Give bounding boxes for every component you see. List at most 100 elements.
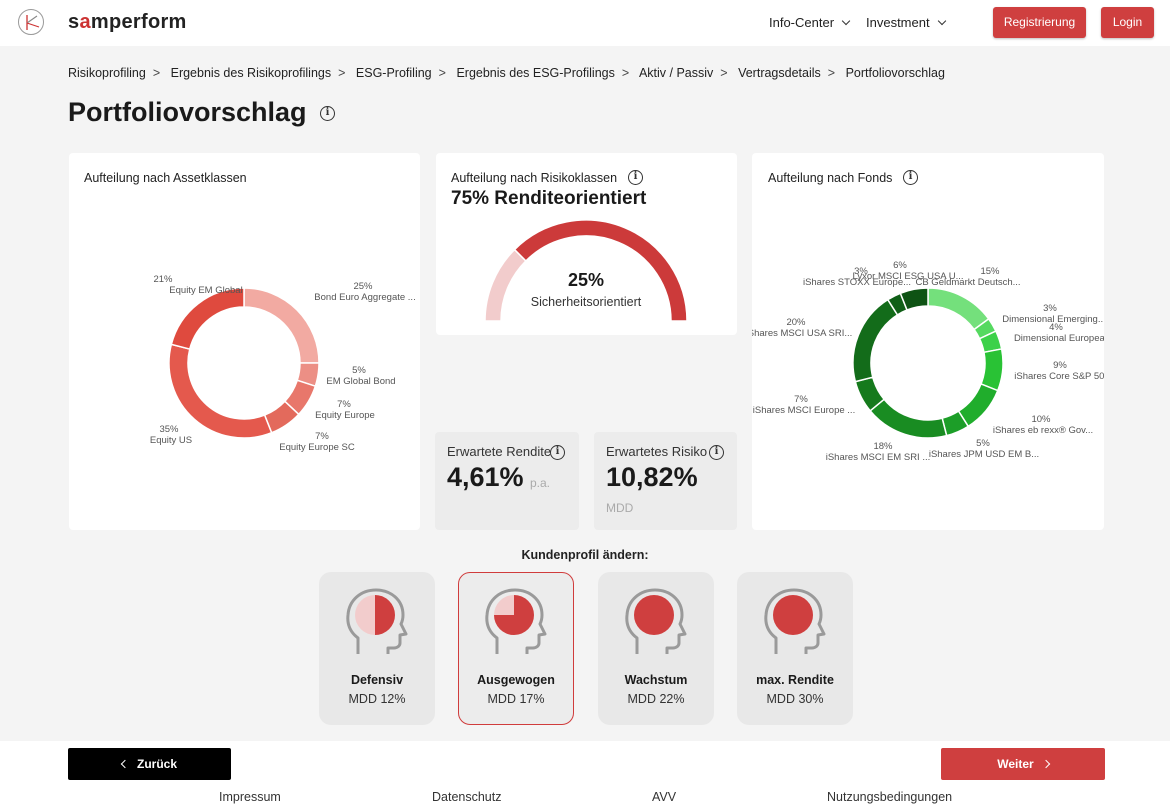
head-outline — [346, 588, 408, 654]
breadcrumb-separator: > — [438, 66, 446, 80]
brand-part: s — [68, 11, 80, 33]
page-title-text: Portfoliovorschlag — [68, 97, 307, 127]
donut-slice[interactable] — [980, 348, 1004, 392]
gauge-segment[interactable] — [513, 219, 688, 322]
info-icon[interactable]: i — [709, 445, 724, 460]
donut-slice[interactable] — [170, 287, 245, 350]
slice-percent-label: 10% — [1031, 414, 1051, 425]
footer-link-terms[interactable]: Nutzungsbedingungen — [827, 790, 953, 804]
info-icon[interactable]: i — [550, 445, 565, 460]
metric-value: 10,82% — [606, 462, 698, 492]
donut-slice[interactable] — [899, 287, 929, 311]
expected-risk-card: Erwartetes Risiko i 10,82% MDD — [594, 432, 737, 530]
metric-value: 4,61% — [447, 462, 524, 492]
footer-link-datenschutz[interactable]: Datenschutz — [432, 790, 502, 804]
head-icon — [485, 588, 547, 654]
back-button[interactable]: Zurück — [68, 748, 231, 780]
donut-slice[interactable] — [869, 398, 948, 439]
card-title: Aufteilung nach Fonds — [768, 171, 893, 185]
breadcrumb-item-current: Portfoliovorschlag — [845, 66, 945, 80]
asset-donut-chart: 25%Bond Euro Aggregate ... 5%EM Global Bo… — [150, 274, 416, 453]
slice-percent-label: 7% — [337, 399, 351, 410]
nav-label: Investment — [866, 15, 930, 30]
slice-percent-label: 3% — [1043, 303, 1057, 314]
chevron-down-icon — [937, 16, 946, 26]
chevron-left-icon — [120, 759, 130, 769]
profile-mdd: MDD 12% — [348, 692, 406, 706]
donut-slice[interactable] — [852, 298, 899, 383]
profile-card[interactable]: Defensiv MDD 12% — [319, 572, 435, 725]
slice-percent-label: 5% — [352, 365, 366, 376]
fund-donut-chart: 15%CB Geldmarkt Deutsch...3%Dimensional … — [752, 260, 1104, 463]
breadcrumb-item[interactable]: Risikoprofiling — [68, 66, 146, 80]
breadcrumb-item[interactable]: Aktiv / Passiv — [638, 66, 714, 80]
slice-name-label: Dimensional Emerging... — [1002, 314, 1104, 325]
slice-percent-label: 9% — [1053, 360, 1067, 371]
slice-name-label: Dimensional European — [1014, 333, 1104, 344]
breadcrumb-separator: > — [720, 66, 728, 80]
footer-link-impressum[interactable]: Impressum — [219, 790, 281, 804]
login-button[interactable]: Login — [1101, 7, 1154, 38]
gauge-center-value: 25% — [568, 270, 604, 290]
register-button[interactable]: Registrierung — [993, 7, 1086, 38]
slice-name-label: iShares MSCI EM SRI ... — [826, 452, 931, 463]
button-label: Weiter — [997, 757, 1034, 771]
profile-card[interactable]: max. Rendite MDD 30% — [737, 572, 853, 725]
slice-percent-label: 4% — [1049, 322, 1063, 333]
slice-name-label: Bond Euro Aggregate ... — [314, 292, 415, 303]
profile-mdd: MDD 22% — [627, 692, 685, 706]
footer-link-avv[interactable]: AVV — [652, 790, 677, 804]
nav-investment[interactable]: Investment — [866, 15, 946, 30]
expected-return-card: Erwartete Rendite i 4,61% p.a. — [435, 432, 579, 530]
slice-percent-label: 3% — [854, 266, 868, 277]
metric-unit: p.a. — [530, 476, 551, 490]
gauge-segment[interactable] — [484, 248, 527, 322]
breadcrumb-item[interactable]: Ergebnis des Risikoprofilings — [170, 66, 332, 80]
breadcrumb: Risikoprofiling > Ergebnis des Risikoprof… — [68, 66, 945, 80]
donut-slice[interactable] — [927, 287, 990, 331]
donut-slice[interactable] — [168, 343, 273, 439]
head-fill — [494, 595, 534, 635]
fund-card: Aufteilung nach Fonds i 15% CB Geldmarkt … — [752, 153, 1104, 530]
breadcrumb-item[interactable]: Ergebnis des ESG-Profilings — [456, 66, 615, 80]
risk-headline: 75% Renditeorientiert — [451, 188, 647, 209]
profile-name: max. Rendite — [756, 673, 834, 687]
info-icon[interactable]: i — [320, 106, 335, 121]
slice-percent-label: 15% — [980, 266, 1000, 277]
next-button[interactable]: Weiter — [941, 748, 1105, 780]
slice-percent-label: 7% — [315, 431, 329, 442]
head-outline — [764, 588, 826, 654]
metric-label: Erwartete Rendite — [447, 444, 552, 459]
info-icon[interactable]: i — [903, 170, 918, 185]
metric-unit: MDD — [606, 501, 634, 515]
profile-card-active[interactable]: Ausgewogen MDD 17% — [458, 572, 574, 725]
logo-icon[interactable] — [18, 9, 44, 35]
head-fill — [773, 595, 813, 635]
slice-percent-label: 5% — [976, 438, 990, 449]
asset-class-card: Aufteilung nach Assetklassen 25% Bond Eur… — [69, 153, 420, 530]
slice-percent-label: 6% — [893, 260, 907, 271]
nav-label: Info-Center — [769, 15, 835, 30]
brand-name[interactable]: samperform — [68, 11, 187, 34]
nav-info-center[interactable]: Info-Center — [769, 15, 851, 30]
slice-name-label: iShares JPM USD EM B... — [929, 449, 1039, 460]
breadcrumb-item[interactable]: ESG-Profiling — [355, 66, 432, 80]
profile-name: Ausgewogen — [477, 673, 555, 687]
slice-name-label: Equity EM Global — [169, 285, 242, 296]
slice-percent-label: 7% — [794, 394, 808, 405]
slice-name-label: Equity US — [150, 435, 192, 446]
profile-card[interactable]: Wachstum MDD 22% — [598, 572, 714, 725]
slice-name-label: Equity Europe — [315, 410, 375, 421]
profile-name: Wachstum — [624, 673, 688, 687]
head-fill — [375, 595, 395, 635]
profile-heading: Kundenprofil ändern: — [521, 548, 649, 562]
donut-slice[interactable] — [243, 287, 320, 364]
profile-mdd: MDD 17% — [487, 692, 545, 706]
head-icon — [625, 588, 687, 654]
breadcrumb-item[interactable]: Vertragsdetails — [738, 66, 821, 80]
profile-name: Defensiv — [350, 673, 404, 687]
info-icon[interactable]: i — [628, 170, 643, 185]
slice-name-label: iShares MSCI USA SRI... — [752, 328, 852, 339]
slice-name-label: Lyxor MSCI ESG USA U... — [852, 271, 963, 282]
breadcrumb-separator: > — [152, 66, 161, 80]
